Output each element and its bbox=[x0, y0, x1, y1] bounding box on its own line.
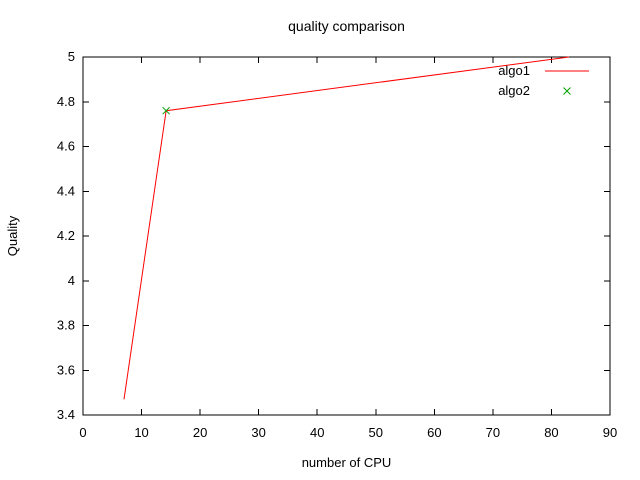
y-tick-label: 4.8 bbox=[57, 94, 75, 109]
x-tick-label: 10 bbox=[134, 425, 148, 440]
x-axis-label: number of CPU bbox=[302, 455, 392, 470]
y-tick-label: 5 bbox=[68, 49, 75, 64]
legend-marker-sample-algo2 bbox=[563, 87, 571, 95]
legend: algo1 algo2 bbox=[498, 63, 589, 98]
y-tick-label: 3.8 bbox=[57, 318, 75, 333]
x-tick-label: 20 bbox=[193, 425, 207, 440]
legend-label-algo1: algo1 bbox=[498, 63, 530, 78]
x-tick-label: 0 bbox=[79, 425, 86, 440]
x-tick-label: 60 bbox=[427, 425, 441, 440]
y-tick-label: 4 bbox=[68, 273, 75, 288]
y-axis-label: Quality bbox=[5, 215, 20, 256]
x-tick-label: 40 bbox=[310, 425, 324, 440]
y-tick-label: 4.4 bbox=[57, 183, 75, 198]
y-tick-label: 4.6 bbox=[57, 139, 75, 154]
x-marker-stroke bbox=[162, 106, 171, 115]
chart-title: quality comparison bbox=[288, 18, 405, 34]
y-tick-label: 4.2 bbox=[57, 228, 75, 243]
x-tick-label: 90 bbox=[603, 425, 617, 440]
x-tick-label: 80 bbox=[544, 425, 558, 440]
x-tick-label: 70 bbox=[486, 425, 500, 440]
series-markers-algo2 bbox=[162, 106, 171, 115]
x-tick-label: 50 bbox=[369, 425, 383, 440]
series-line-algo1 bbox=[123, 56, 570, 400]
x-axis-ticks: 0 10 20 30 40 50 60 70 80 90 bbox=[79, 57, 617, 440]
y-axis-ticks: 3.4 3.6 3.8 4 4.2 4.4 4.6 4.8 5 bbox=[57, 49, 610, 422]
legend-label-algo2: algo2 bbox=[498, 83, 530, 98]
data-point-marker bbox=[162, 106, 171, 115]
x-tick-label: 30 bbox=[251, 425, 265, 440]
y-tick-label: 3.6 bbox=[57, 362, 75, 377]
plot-border bbox=[82, 56, 611, 416]
x-marker-stroke bbox=[563, 87, 571, 95]
y-tick-label: 3.4 bbox=[57, 407, 75, 422]
